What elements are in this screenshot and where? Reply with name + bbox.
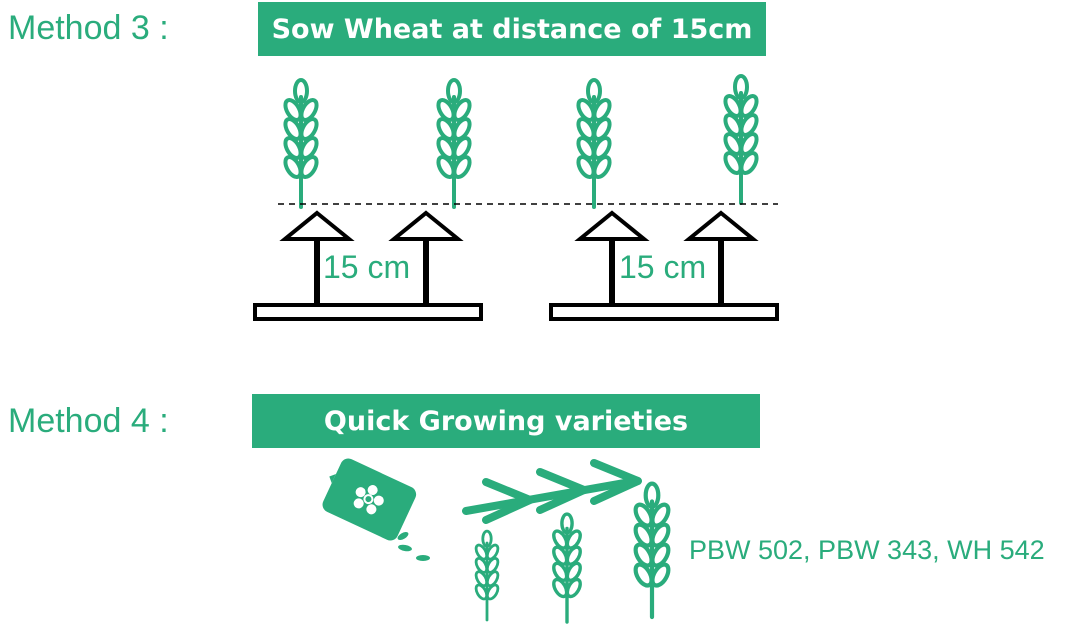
growth-arrow-icon [462,463,638,520]
method-4-label: Method 4 : [8,402,169,440]
method-3-banner: Sow Wheat at distance of 15cm [258,2,766,56]
wheat-sprout-medium-icon [549,512,585,624]
wheat-plant-large-icon [632,484,671,617]
wheat-plant-icon [280,78,322,209]
method-3-label: Method 3 : [8,9,169,47]
wheat-plant-icon [573,78,615,209]
varieties-list: PBW 502, PBW 343, WH 542 [689,535,1045,565]
seed-drill-left [253,213,483,321]
seed-drill-right [549,213,779,321]
wheat-sprout-small-icon [472,529,502,622]
method-4-banner: Quick Growing varieties [252,394,760,448]
distance-label-left: 15 cm [323,249,411,285]
distance-label-right: 15 cm [619,249,707,285]
seed-packet-icon [322,458,430,561]
wheat-plant-icon [433,78,475,209]
wheat-plant-icon [720,74,762,205]
